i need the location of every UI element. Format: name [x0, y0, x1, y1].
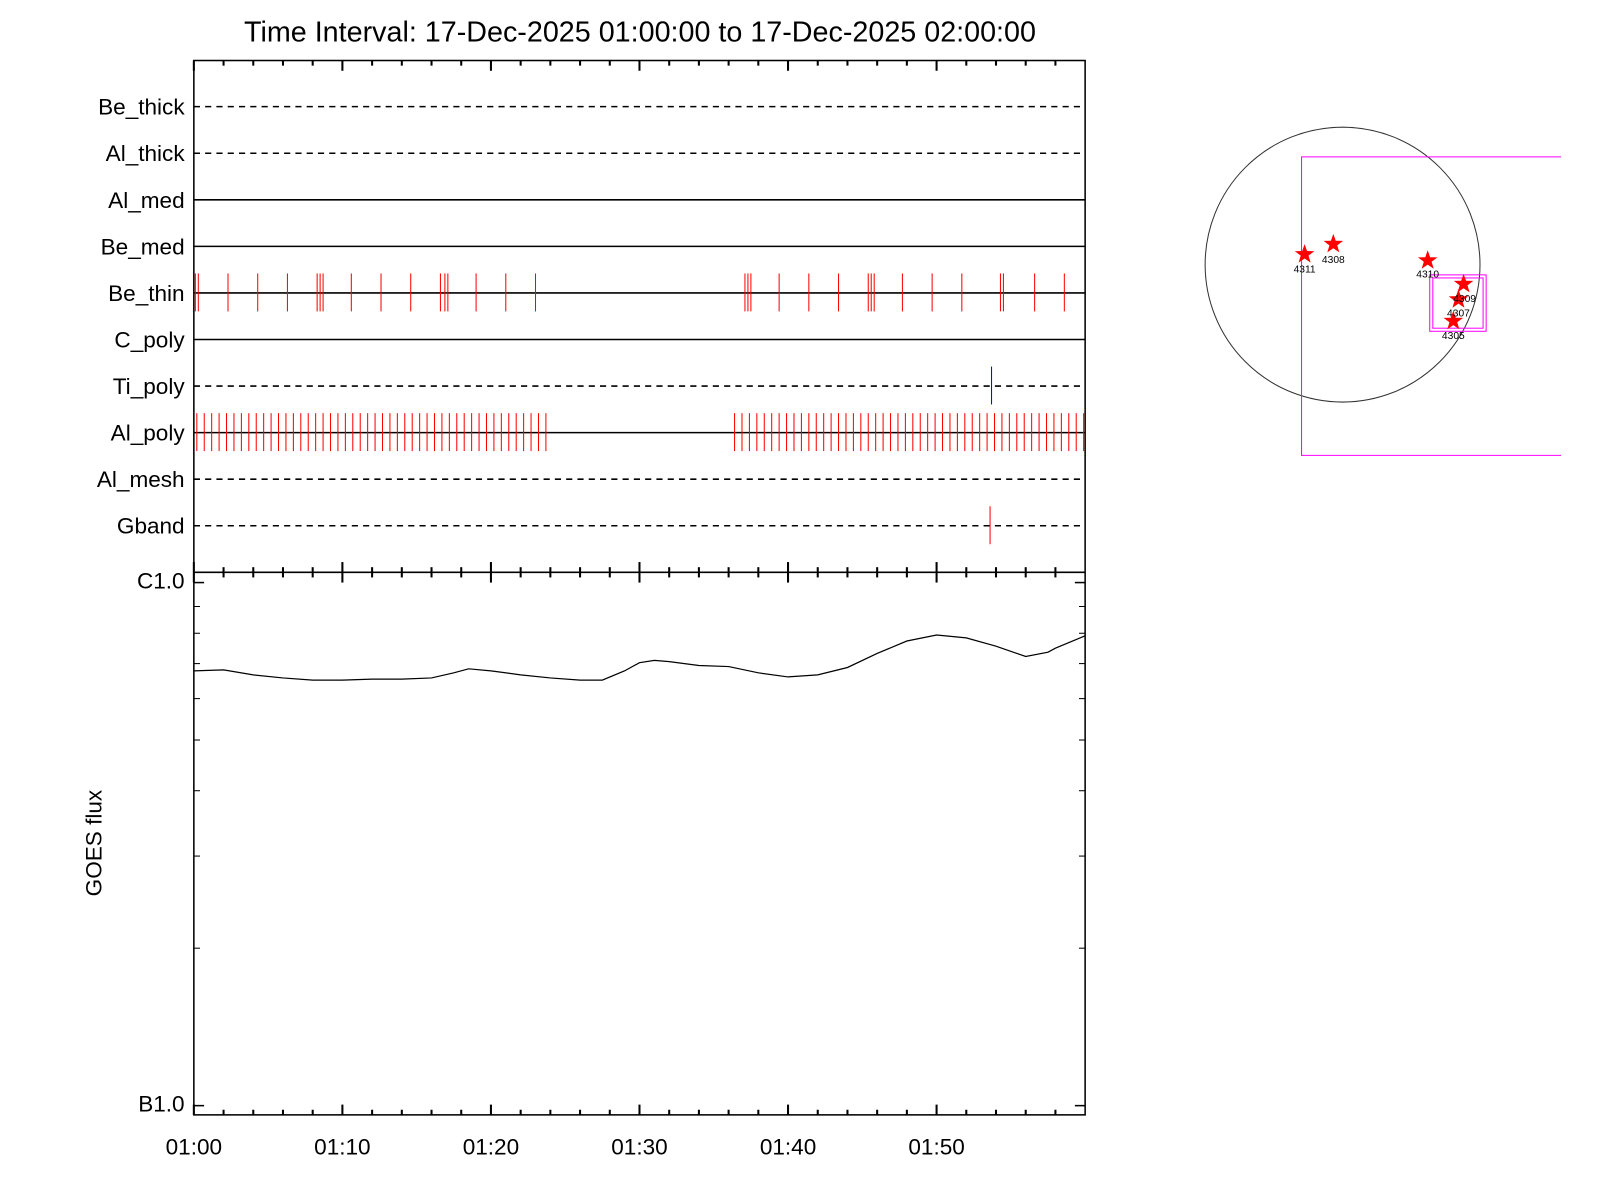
plot-frame	[193, 59, 1086, 1116]
x-tick-label: 01:30	[611, 1135, 667, 1160]
region-label: 4305	[1442, 331, 1465, 342]
row-label: Be_thin	[108, 281, 184, 306]
region-label: 4308	[1322, 255, 1345, 266]
row-label: Ti_poly	[113, 374, 186, 399]
fov-box	[1429, 274, 1487, 332]
field-of-view	[1301, 156, 1562, 456]
y-axis-title: GOES flux	[81, 789, 106, 896]
x-tick-label: 01:10	[314, 1135, 370, 1160]
solar-disk	[1204, 126, 1481, 403]
row-label: Be_thick	[98, 95, 185, 120]
y-tick-label: B1.0	[138, 1092, 184, 1117]
region-label: 4311	[1294, 264, 1316, 275]
region-label: 4309	[1453, 294, 1476, 305]
row-label: C_poly	[114, 327, 185, 352]
row-label: Gband	[117, 514, 185, 539]
row-label: Al_thick	[106, 141, 186, 166]
y-tick-label: C1.0	[137, 569, 185, 594]
x-tick-label: 01:20	[463, 1135, 519, 1160]
row-label: Be_med	[101, 234, 185, 259]
region-star	[1323, 233, 1344, 253]
row-label: Al_mesh	[97, 467, 185, 492]
x-tick-label: 01:50	[908, 1135, 964, 1160]
region-label: 4307	[1447, 309, 1470, 320]
sun-map: 4311 4308 4310 4309 4307 4305	[1204, 126, 1562, 456]
region-star	[1453, 273, 1474, 293]
region-label: 4310	[1416, 270, 1439, 281]
goes-curve	[193, 634, 1086, 681]
row-label: Al_poly	[111, 421, 186, 446]
x-tick-label: 01:40	[760, 1135, 816, 1160]
region-star	[1294, 244, 1315, 263]
chart-title: Time Interval: 17-Dec-2025 01:00:00 to 1…	[244, 16, 1036, 48]
x-tick-label: 01:00	[166, 1135, 222, 1160]
row-label: Al_med	[108, 188, 184, 213]
region-star	[1417, 250, 1438, 269]
